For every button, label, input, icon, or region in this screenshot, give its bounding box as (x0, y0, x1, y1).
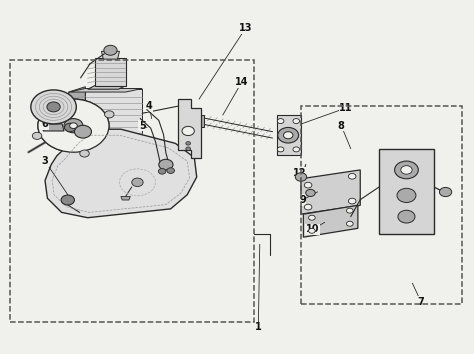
Circle shape (348, 173, 356, 179)
Circle shape (346, 208, 353, 213)
Circle shape (167, 168, 174, 173)
Polygon shape (88, 86, 126, 89)
Polygon shape (178, 99, 201, 158)
Polygon shape (303, 205, 358, 237)
Polygon shape (69, 88, 142, 92)
Circle shape (348, 198, 356, 204)
Polygon shape (301, 170, 360, 214)
Text: 6: 6 (42, 119, 48, 129)
Polygon shape (85, 88, 142, 145)
Circle shape (304, 182, 312, 188)
Circle shape (80, 150, 89, 157)
Circle shape (38, 99, 109, 152)
Circle shape (159, 159, 173, 170)
Bar (10, 60, 254, 322)
Text: 9: 9 (299, 195, 306, 205)
Circle shape (277, 119, 284, 124)
Circle shape (182, 126, 194, 136)
Circle shape (306, 189, 315, 196)
Circle shape (295, 173, 307, 181)
Circle shape (293, 119, 300, 124)
Circle shape (64, 119, 83, 133)
Circle shape (38, 99, 109, 152)
Polygon shape (62, 145, 147, 158)
Polygon shape (121, 196, 130, 200)
Circle shape (346, 221, 353, 226)
Text: 14: 14 (235, 77, 248, 87)
Polygon shape (95, 58, 126, 86)
Circle shape (60, 94, 69, 101)
Circle shape (401, 166, 412, 174)
Circle shape (64, 123, 76, 132)
Circle shape (283, 132, 293, 139)
Circle shape (74, 125, 91, 138)
Text: 2: 2 (51, 92, 58, 102)
Circle shape (398, 210, 415, 223)
Circle shape (105, 111, 114, 118)
Text: 8: 8 (338, 121, 345, 131)
Circle shape (186, 147, 191, 150)
Circle shape (70, 123, 77, 129)
Circle shape (309, 228, 315, 233)
Circle shape (31, 90, 76, 124)
Circle shape (293, 147, 300, 152)
Text: 10: 10 (306, 224, 319, 234)
Circle shape (394, 161, 419, 179)
Polygon shape (277, 115, 301, 155)
Polygon shape (69, 87, 85, 154)
Text: 1: 1 (255, 322, 262, 332)
Circle shape (61, 195, 74, 205)
Circle shape (186, 142, 191, 145)
Circle shape (397, 188, 416, 202)
Circle shape (47, 102, 60, 112)
Circle shape (304, 204, 312, 210)
Circle shape (104, 45, 117, 55)
Circle shape (158, 169, 166, 174)
Polygon shape (69, 145, 142, 154)
Polygon shape (101, 51, 119, 59)
Circle shape (277, 147, 284, 152)
Circle shape (278, 127, 299, 143)
Text: 12: 12 (293, 168, 306, 178)
Polygon shape (379, 149, 434, 234)
Polygon shape (45, 129, 197, 218)
Circle shape (309, 215, 315, 220)
Polygon shape (43, 124, 64, 131)
Text: 5: 5 (139, 121, 146, 131)
Circle shape (132, 178, 143, 187)
Text: 3: 3 (42, 156, 48, 166)
Circle shape (32, 132, 42, 139)
Text: 4: 4 (146, 101, 153, 111)
Text: 7: 7 (418, 297, 424, 307)
Bar (301, 106, 462, 304)
Text: 11: 11 (339, 103, 353, 113)
Text: 13: 13 (239, 23, 252, 33)
Polygon shape (194, 115, 204, 127)
Circle shape (439, 187, 452, 196)
